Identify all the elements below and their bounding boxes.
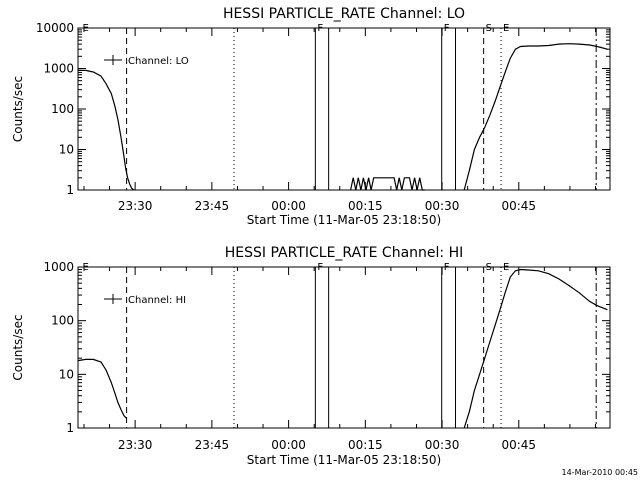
event-marker-label: E bbox=[503, 23, 509, 34]
lo-channel-plot: HESSI PARTICLE_RATE Channel: LO 1 10 100 100… bbox=[11, 6, 611, 227]
data-series-line bbox=[77, 358, 128, 419]
x-tick-label: 23:30 bbox=[118, 438, 153, 452]
x-tick-label: 23:30 bbox=[118, 199, 153, 213]
data-series-line bbox=[350, 177, 425, 191]
y-tick-label: 100 bbox=[51, 102, 74, 116]
y-tick-label: 10 bbox=[59, 367, 74, 381]
footer-timestamp: 14-Mar-2010 00:45 bbox=[562, 468, 639, 477]
event-marker-label: S bbox=[486, 23, 492, 34]
data-series-line bbox=[463, 43, 608, 191]
x-tick-label: 00:30 bbox=[425, 199, 460, 213]
plot-frame bbox=[77, 27, 611, 191]
plot-frame bbox=[77, 266, 611, 429]
chart-title: HESSI PARTICLE_RATE Channel: HI bbox=[225, 245, 463, 261]
x-tick-label: 00:45 bbox=[501, 199, 536, 213]
y-tick-label: 1 bbox=[66, 183, 74, 197]
x-tick-label: 23:45 bbox=[195, 199, 230, 213]
legend-entry: Channel: LO bbox=[128, 56, 189, 67]
y-tick-label: 10000 bbox=[36, 21, 74, 35]
y-axis-label: Counts/sec bbox=[11, 76, 25, 142]
y-tick-label: 1 bbox=[66, 421, 74, 435]
x-tick-label: 00:00 bbox=[271, 438, 306, 452]
hi-channel-plot: HESSI PARTICLE_RATE Channel: HI 1 10 100 100… bbox=[11, 245, 611, 467]
x-tick-label: 00:45 bbox=[501, 438, 536, 452]
x-axis-label: Start Time (11-Mar-05 23:18:50) bbox=[247, 213, 441, 227]
chart-title: HESSI PARTICLE_RATE Channel: LO bbox=[223, 6, 465, 22]
y-tick-label: 1000 bbox=[43, 62, 74, 76]
event-marker-label: E bbox=[83, 262, 89, 273]
x-axis-label: Start Time (11-Mar-05 23:18:50) bbox=[247, 453, 441, 467]
y-tick-label: 10 bbox=[59, 143, 74, 157]
x-tick-label: 00:00 bbox=[271, 199, 306, 213]
x-tick-label: 23:45 bbox=[195, 438, 230, 452]
x-tick-label: 00:15 bbox=[348, 438, 383, 452]
x-tick-label: 00:15 bbox=[348, 199, 383, 213]
data-series-line bbox=[463, 268, 608, 429]
event-marker-label: F bbox=[444, 262, 450, 273]
x-tick-label: 00:30 bbox=[425, 438, 460, 452]
event-marker-label: F bbox=[317, 23, 323, 34]
event-marker-label: F bbox=[317, 262, 323, 273]
event-marker-label: E bbox=[503, 262, 509, 273]
event-marker-label: E bbox=[83, 23, 89, 34]
y-axis-label: Counts/sec bbox=[11, 314, 25, 380]
data-series-line bbox=[78, 69, 135, 191]
y-tick-label: 1000 bbox=[43, 260, 74, 274]
legend-entry: Channel: HI bbox=[128, 295, 186, 306]
event-marker-label: S bbox=[486, 262, 492, 273]
y-tick-label: 100 bbox=[51, 314, 74, 328]
event-marker-label: F bbox=[444, 23, 450, 34]
